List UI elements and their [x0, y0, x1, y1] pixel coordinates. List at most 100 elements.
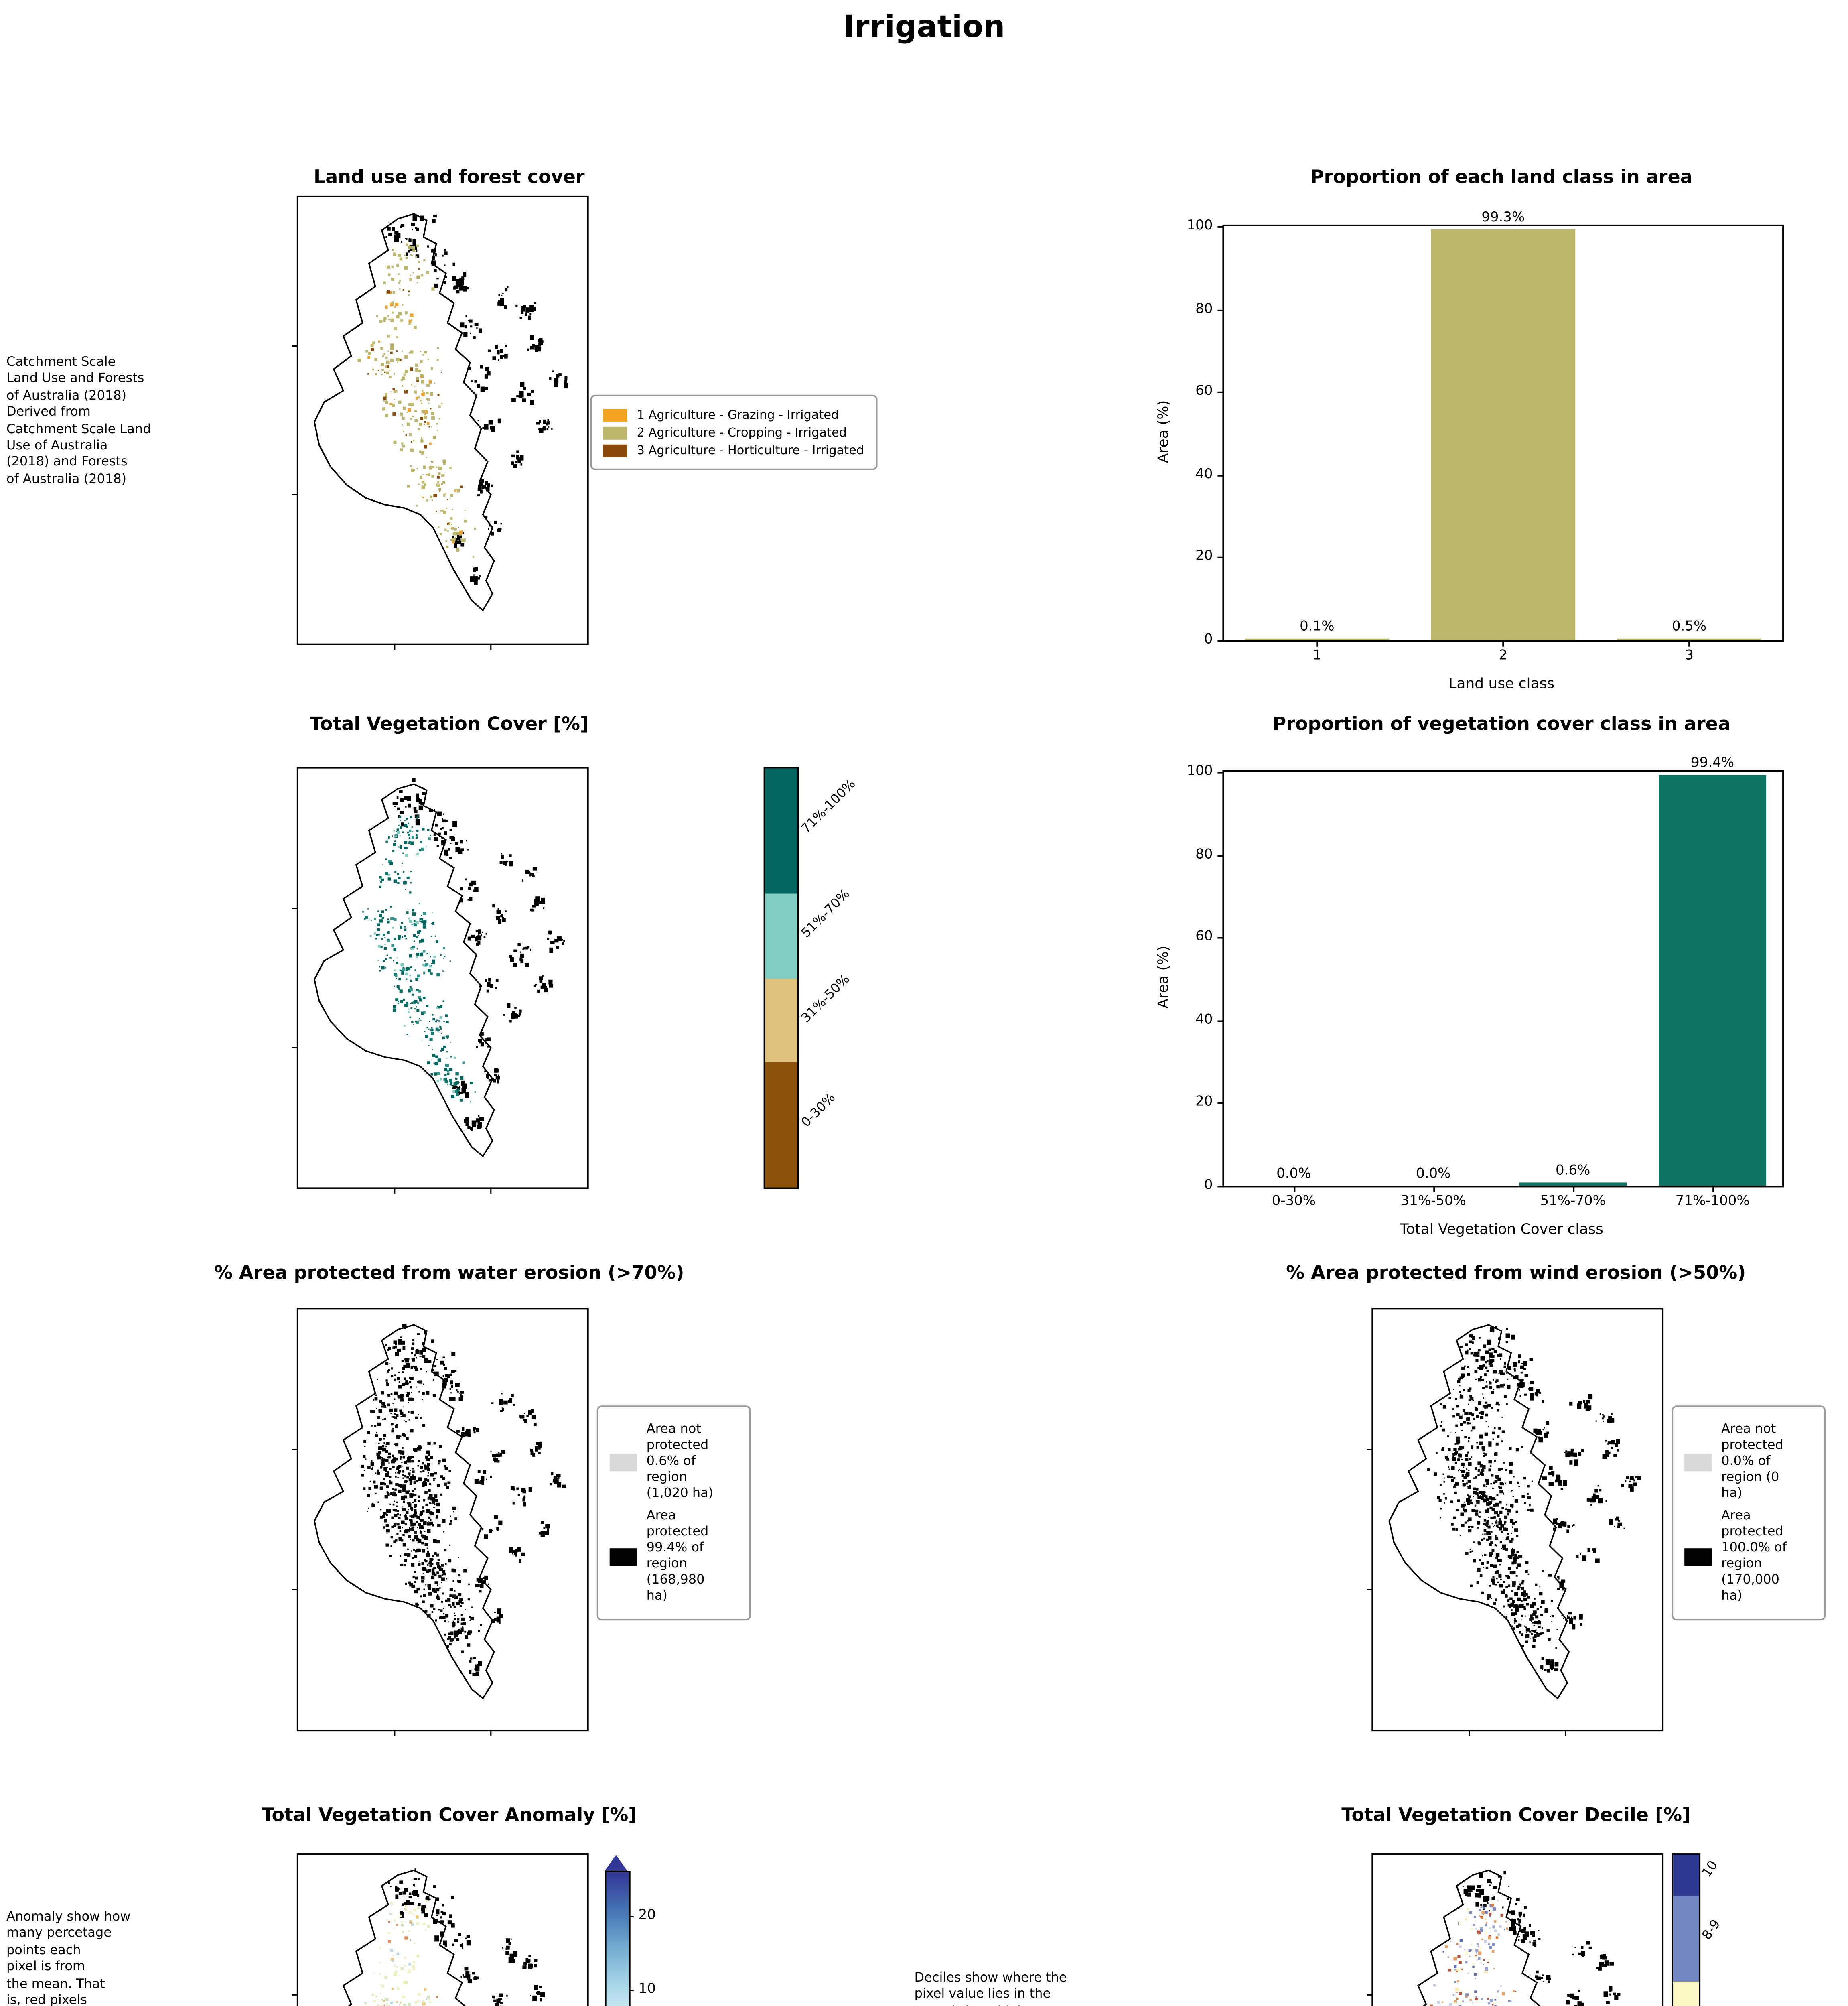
- y-tick-mark: [1217, 1186, 1224, 1188]
- cropping-swatch: [603, 426, 627, 439]
- y-tick-label: 100: [1187, 763, 1213, 780]
- grazing-label: 1 Agriculture - Grazing - Irrigated: [637, 407, 839, 422]
- wind-not-protected-row: Area not protected 0.0% of region (0 ha): [1684, 1421, 1813, 1502]
- bar-value-label: 0.5%: [1672, 619, 1707, 635]
- panel-title-veg-class-chart: Proportion of vegetation cover class in …: [1272, 712, 1730, 735]
- water-protected-label: Area protected 99.4% of region (168,980 …: [646, 1508, 709, 1603]
- y-tick-label: 60: [1195, 384, 1213, 400]
- y-tick-mark: [1217, 854, 1224, 856]
- wind-erosion-map: [1367, 1308, 1664, 1736]
- panel-title-veg-cover: Total Vegetation Cover [%]: [310, 712, 589, 735]
- horticulture-label: 3 Agriculture - Horticulture - Irrigated: [637, 443, 864, 457]
- cropping-label: 2 Agriculture - Cropping - Irrigated: [637, 425, 847, 440]
- bar-value-label: 0.6%: [1556, 1164, 1590, 1180]
- wind-erosion-legend: Area not protected 0.0% of region (0 ha)…: [1672, 1405, 1826, 1621]
- bar-1: [1244, 638, 1390, 640]
- colorbar-segment: [765, 1062, 797, 1188]
- land-use-legend: 1 Agriculture - Grazing - Irrigated 2 Ag…: [590, 394, 877, 470]
- x-tick-label: 0-30%: [1272, 1194, 1316, 1210]
- wind-protected-swatch: [1684, 1547, 1712, 1565]
- panel-title-water-erosion: % Area protected from water erosion (>70…: [214, 1261, 684, 1284]
- y-tick-label: 20: [1195, 549, 1213, 566]
- y-tick-label: 80: [1195, 846, 1213, 863]
- legend-row-cropping: 2 Agriculture - Cropping - Irrigated: [603, 425, 864, 440]
- x-tick-mark: [1432, 1186, 1434, 1192]
- water-protected-swatch: [609, 1547, 637, 1565]
- x-tick-mark: [1712, 1186, 1714, 1192]
- veg-cover-colorbar: 0-30% 31%-50% 51%-70% 71%-100%: [763, 767, 858, 1189]
- y-tick-mark: [1217, 1103, 1224, 1105]
- x-tick-label: 51%-70%: [1540, 1194, 1606, 1210]
- land-class-bar-chart: 0 20 40 60 80 100 1 0.1% 2 99.3% 3 0.5%: [1187, 210, 1784, 664]
- colorbar-segment-label: 10: [1699, 1858, 1721, 1880]
- y-tick-mark: [1217, 937, 1224, 939]
- horticulture-swatch: [603, 443, 627, 457]
- colorbar-segment-label: 0-30%: [798, 1090, 838, 1130]
- x-tick-label: 3: [1685, 648, 1694, 664]
- colorbar-segment: [1673, 1855, 1699, 1897]
- chart1-xlabel: Total Vegetation Cover class: [1400, 1222, 1603, 1239]
- bar-value-label: 0.1%: [1300, 619, 1335, 636]
- anomaly-colorbar-top-arrow: [605, 1855, 627, 1871]
- wind-protected-row: Area protected 100.0% of region (170,000…: [1684, 1508, 1813, 1604]
- decile-map: [1367, 1853, 1664, 2006]
- colorbar-segment: [765, 894, 797, 978]
- y-tick-mark: [1217, 309, 1224, 311]
- anomaly-tick-label: 10: [638, 1982, 656, 1998]
- anomaly-map: [292, 1853, 589, 2006]
- y-tick-mark: [1217, 772, 1224, 774]
- veg-cover-map: [292, 767, 589, 1194]
- y-tick-label: 80: [1195, 301, 1213, 317]
- y-tick-label: 40: [1195, 466, 1213, 483]
- anomaly-note: Anomaly show how many percetage points e…: [6, 1909, 131, 2006]
- decile-note: Deciles show where the pixel value lies …: [914, 1970, 1067, 2006]
- x-tick-mark: [1688, 640, 1690, 647]
- colorbar-segment: [1673, 1896, 1699, 1981]
- page-title: Irrigation: [843, 9, 1005, 45]
- water-erosion-map: [292, 1308, 589, 1736]
- y-tick-label: 40: [1195, 1012, 1213, 1028]
- bar-value-label: 99.3%: [1481, 210, 1525, 226]
- panel-title-land-use: Land use and forest cover: [313, 165, 585, 188]
- panel-title-decile: Total Vegetation Cover Decile [%]: [1341, 1803, 1691, 1826]
- chart0-ylabel: Area (%): [1156, 400, 1173, 463]
- bar-value-label: 99.4%: [1691, 755, 1734, 771]
- panel-title-wind-erosion: % Area protected from wind erosion (>50%…: [1286, 1261, 1746, 1284]
- x-tick-mark: [1502, 640, 1504, 647]
- colorbar-segment-label: 71%-100%: [798, 777, 858, 837]
- decile-colorbar: 12-34-78-910: [1672, 1853, 1723, 2006]
- chart0-xlabel: Land use class: [1448, 677, 1555, 693]
- y-tick-label: 60: [1195, 929, 1213, 946]
- anomaly-tick-label: 20: [638, 1908, 656, 1925]
- colorbar-segment: [765, 978, 797, 1062]
- anomaly-tick-mark: [629, 1916, 634, 1918]
- water-erosion-legend: Area not protected 0.6% of region (1,020…: [596, 1405, 751, 1621]
- x-tick-mark: [1572, 1186, 1574, 1192]
- water-not-protected-label: Area not protected 0.6% of region (1,020…: [646, 1421, 714, 1500]
- colorbar-segment-label: 31%-50%: [798, 971, 853, 1025]
- y-tick-mark: [1217, 226, 1224, 228]
- y-tick-mark: [1217, 640, 1224, 642]
- land-use-source-note: Catchment Scale Land Use and Forests of …: [6, 354, 151, 486]
- legend-row-grazing: 1 Agriculture - Grazing - Irrigated: [603, 408, 864, 422]
- panel-title-anomaly: Total Vegetation Cover Anomaly [%]: [262, 1803, 637, 1826]
- colorbar-segment-label: 8-9: [1699, 1917, 1723, 1943]
- bar-2: [1430, 229, 1576, 640]
- bar-71%-100%: [1658, 774, 1767, 1186]
- water-not-protected-swatch: [609, 1453, 637, 1471]
- wind-protected-label: Area protected 100.0% of region (170,000…: [1721, 1508, 1787, 1603]
- y-tick-mark: [1217, 474, 1224, 476]
- chart1-ylabel: Area (%): [1156, 946, 1173, 1009]
- x-tick-mark: [1316, 640, 1318, 647]
- y-tick-label: 0: [1204, 632, 1213, 648]
- bar-51%-70%: [1518, 1183, 1627, 1186]
- grazing-swatch: [603, 408, 627, 421]
- y-tick-mark: [1217, 392, 1224, 394]
- bar-value-label: 0.0%: [1276, 1166, 1311, 1183]
- y-tick-label: 100: [1187, 218, 1213, 234]
- y-tick-label: 0: [1204, 1178, 1213, 1194]
- water-not-protected-row: Area not protected 0.6% of region (1,020…: [609, 1421, 738, 1502]
- y-tick-label: 20: [1195, 1095, 1213, 1111]
- x-tick-label: 1: [1312, 648, 1322, 664]
